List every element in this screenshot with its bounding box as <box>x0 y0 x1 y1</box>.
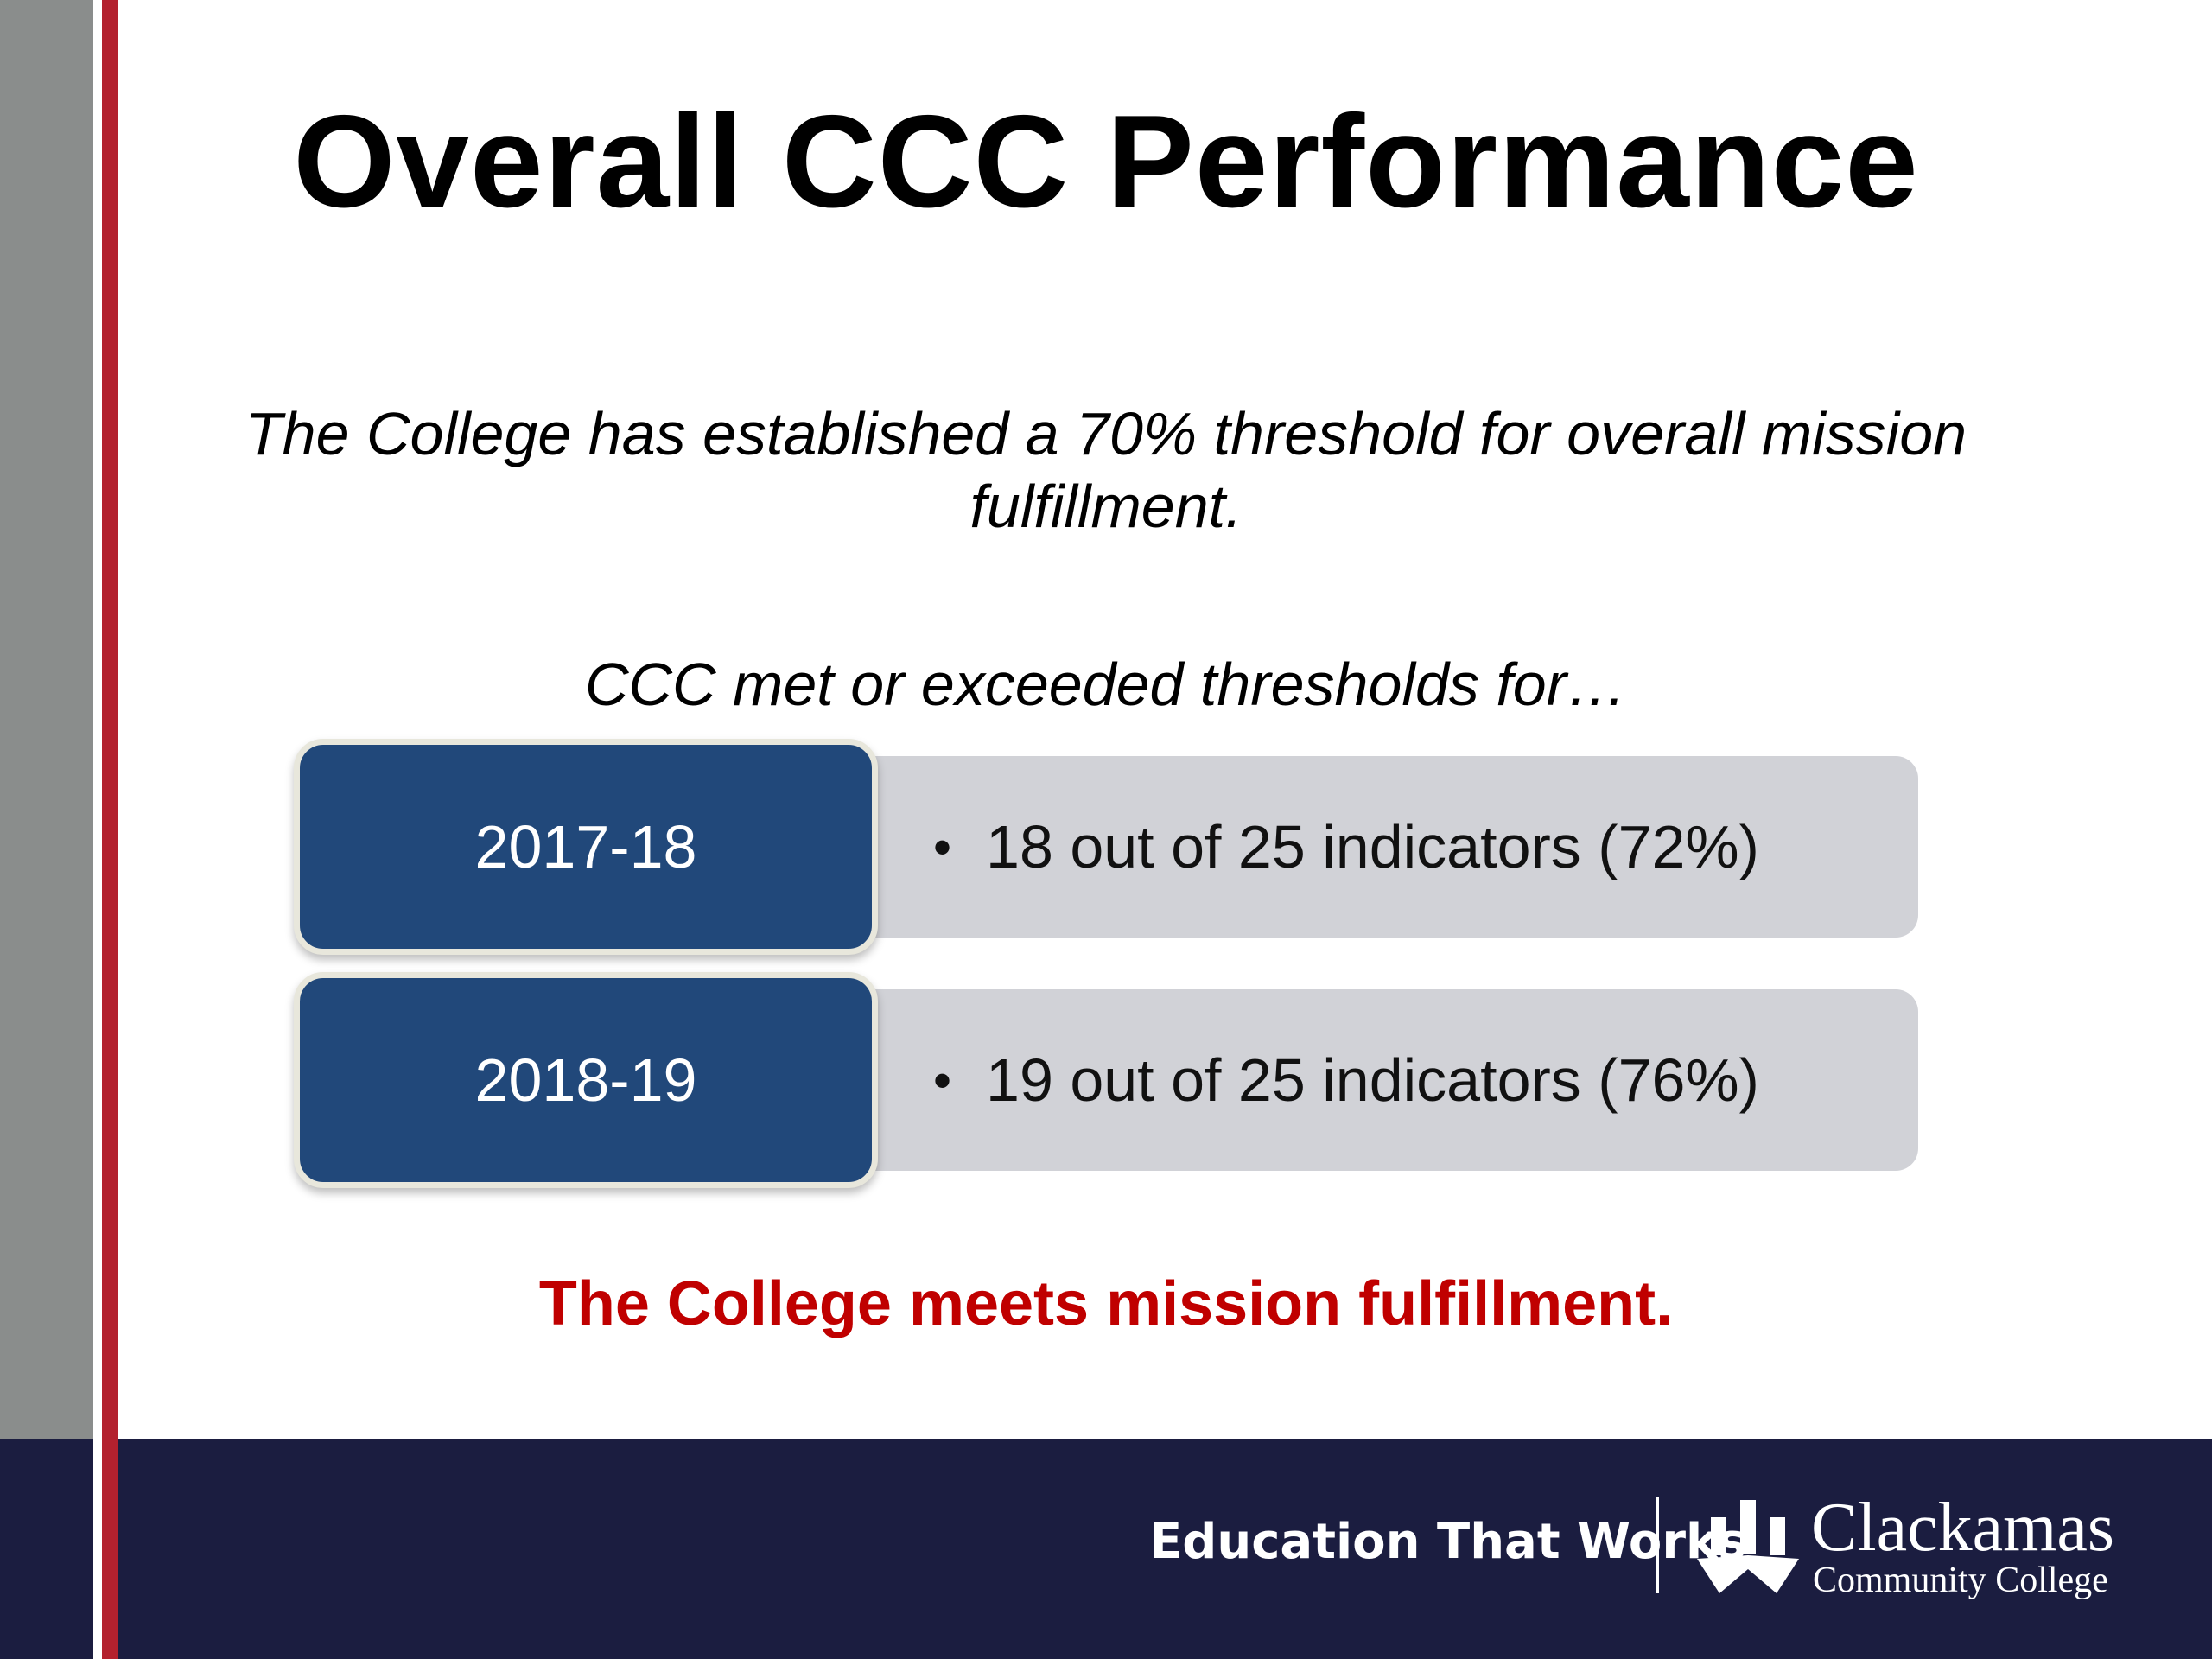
logo-subtitle: Community College <box>1813 1560 2108 1600</box>
slide-title: Overall CCC Performance <box>293 88 1919 235</box>
footer-left-block <box>0 1439 93 1659</box>
year-label: 2018-19 <box>294 972 878 1188</box>
footer-tagline: Education That Works <box>1149 1514 1747 1570</box>
threshold-statement: The College has established a 70% thresh… <box>245 400 1967 540</box>
row-value: • 18 out of 25 indicators (72%) <box>933 756 1759 938</box>
bullet: • <box>933 1051 952 1109</box>
performance-row-2018-19: 2018-19 • 19 out of 25 indicators (76%) <box>294 972 1918 1205</box>
indicator-text: 19 out of 25 indicators (76%) <box>986 1046 1759 1114</box>
footer-band <box>118 1439 2212 1659</box>
lead-text: CCC met or exceeded thresholds for… <box>584 651 1628 718</box>
conclusion-text: The College meets mission fulfillment. <box>538 1269 1674 1338</box>
row-background <box>760 756 1918 938</box>
left-red-bar <box>102 0 118 1659</box>
row-value: • 19 out of 25 indicators (76%) <box>933 989 1759 1171</box>
left-gray-bar <box>0 0 93 1439</box>
year-label: 2017-18 <box>294 739 878 955</box>
footer-divider <box>1656 1497 1659 1593</box>
clackamas-logo-icon <box>1697 1500 1799 1593</box>
logo-name: Clackamas <box>1811 1490 2114 1566</box>
indicator-text: 18 out of 25 indicators (72%) <box>986 813 1759 880</box>
left-white-gap <box>93 0 102 1659</box>
bullet: • <box>933 817 952 876</box>
row-background <box>760 989 1918 1171</box>
performance-row-2017-18: 2017-18 • 18 out of 25 indicators (72%) <box>294 739 1918 972</box>
